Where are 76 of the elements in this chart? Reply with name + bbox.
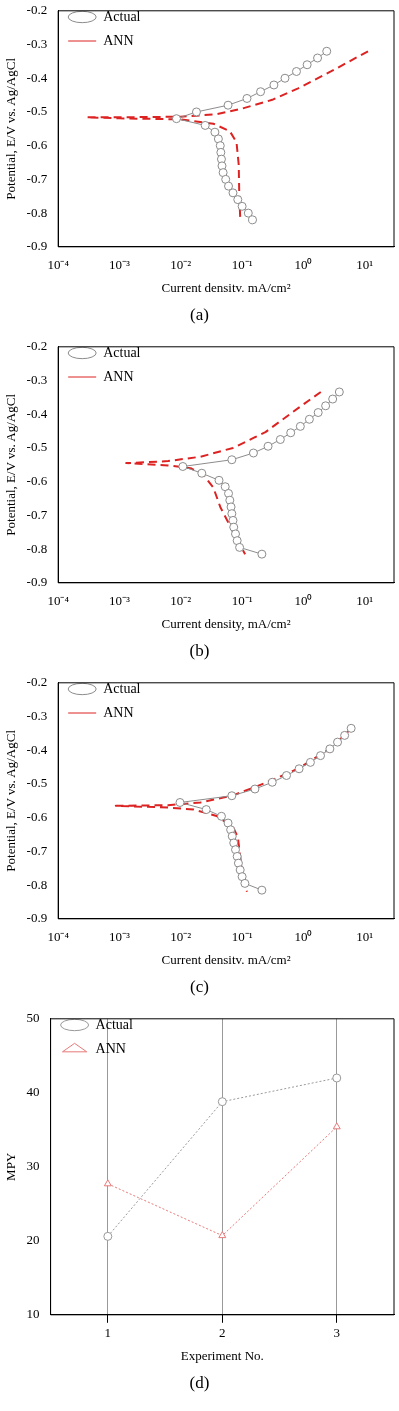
y-axis-title: Potential, E/V vs. Ag/AgCl bbox=[3, 393, 19, 536]
y-tick-label: -0.9 bbox=[26, 574, 48, 590]
y-tick-label: -0.8 bbox=[26, 540, 48, 556]
y-tick-label: -0.2 bbox=[26, 338, 48, 354]
y-tick-label: -0.9 bbox=[26, 910, 48, 926]
x-tick-label: 10⁻⁴ bbox=[47, 593, 70, 609]
x-tick-label: 10⁰ bbox=[294, 593, 313, 609]
legend-label: ANN bbox=[95, 1040, 126, 1056]
x-tick-label: 10⁻⁴ bbox=[47, 929, 70, 945]
x-axis-title: Experiment No. bbox=[180, 1347, 264, 1363]
point bbox=[218, 1231, 227, 1239]
x-tick-label: 10¹ bbox=[356, 257, 374, 273]
text: (c) bbox=[189, 976, 210, 998]
y-axis-title: Potential, E/V vs. Ag/AgCl bbox=[3, 729, 19, 872]
y-tick-label: -0.5 bbox=[26, 775, 48, 791]
legend-label: ANN bbox=[103, 32, 134, 48]
x-tick-label: 10⁻¹ bbox=[231, 257, 253, 273]
y-tick-label: -0.3 bbox=[26, 707, 48, 723]
y-tick-label: -0.4 bbox=[26, 69, 48, 85]
legend-label: Actual bbox=[95, 1016, 134, 1032]
legend-label: Actual bbox=[103, 680, 141, 696]
y-tick-label: 10 bbox=[26, 1306, 40, 1322]
y-tick-label: -0.5 bbox=[26, 439, 48, 455]
point bbox=[103, 1231, 113, 1241]
y-tick-label: 40 bbox=[26, 1084, 40, 1100]
y-tick-label: 50 bbox=[26, 1010, 40, 1026]
x-tick-label: 10¹ bbox=[356, 929, 374, 945]
x-tick-label: 10⁰ bbox=[294, 929, 313, 945]
y-tick-label: -0.8 bbox=[26, 876, 48, 892]
y-tick-label: -0.2 bbox=[26, 2, 48, 18]
y-tick-label: -0.3 bbox=[26, 371, 48, 387]
point bbox=[332, 1073, 342, 1083]
text: (b) bbox=[188, 640, 211, 662]
y-tick-label: -0.4 bbox=[26, 405, 48, 421]
x-tick-label: 10⁻¹ bbox=[231, 593, 253, 609]
x-tick-label: 10⁻² bbox=[170, 929, 192, 945]
y-tick-label: -0.5 bbox=[26, 103, 48, 119]
y-tick-label: -0.3 bbox=[26, 35, 48, 51]
x-tick-label: 2 bbox=[219, 1325, 226, 1341]
y-axis-title: MPY bbox=[3, 1152, 19, 1181]
y-tick-label: 20 bbox=[26, 1232, 40, 1248]
point bbox=[103, 1179, 112, 1187]
legend-label: Actual bbox=[103, 8, 141, 24]
text: (d) bbox=[188, 1372, 211, 1394]
x-tick-label: 1 bbox=[104, 1325, 112, 1341]
text: (a) bbox=[189, 304, 210, 326]
x-tick-label: 10⁻³ bbox=[109, 929, 131, 945]
y-tick-label: -0.6 bbox=[26, 809, 48, 825]
x-tick-label: 10⁻⁴ bbox=[47, 257, 70, 273]
y-tick-label: -0.6 bbox=[26, 137, 48, 153]
x-axis-title: Current densitv. mA/cm² bbox=[161, 951, 291, 967]
y-axis-title: Potential, E/V vs. Ag/AgCl bbox=[3, 57, 19, 200]
legend-label: ANN bbox=[103, 368, 134, 384]
x-tick-label: 10⁻² bbox=[170, 593, 192, 609]
x-tick-label: 10⁻³ bbox=[109, 593, 131, 609]
y-tick-label: 30 bbox=[26, 1158, 40, 1174]
y-tick-label: -0.8 bbox=[26, 204, 48, 220]
x-tick-label: 10⁻² bbox=[170, 257, 192, 273]
y-tick-label: -0.7 bbox=[26, 170, 48, 186]
x-axis-title: Current density, mA/cm² bbox=[161, 615, 291, 631]
point bbox=[332, 1122, 341, 1130]
y-tick-label: -0.2 bbox=[26, 674, 48, 690]
y-tick-label: -0.9 bbox=[26, 238, 48, 254]
x-tick-label: 10⁰ bbox=[294, 257, 313, 273]
x-tick-label: 10¹ bbox=[356, 593, 374, 609]
y-tick-label: -0.7 bbox=[26, 842, 48, 858]
x-axis-title: Current densitv. mA/cm² bbox=[161, 279, 291, 295]
y-tick-label: -0.6 bbox=[26, 473, 48, 489]
x-tick-label: 10⁻³ bbox=[109, 257, 131, 273]
legend-label: Actual bbox=[103, 344, 141, 360]
x-tick-label: 10⁻¹ bbox=[231, 929, 253, 945]
y-tick-label: -0.4 bbox=[26, 741, 48, 757]
y-tick-label: -0.7 bbox=[26, 506, 48, 522]
x-tick-label: 3 bbox=[333, 1325, 341, 1341]
point bbox=[217, 1097, 227, 1107]
legend-label: ANN bbox=[103, 704, 134, 720]
